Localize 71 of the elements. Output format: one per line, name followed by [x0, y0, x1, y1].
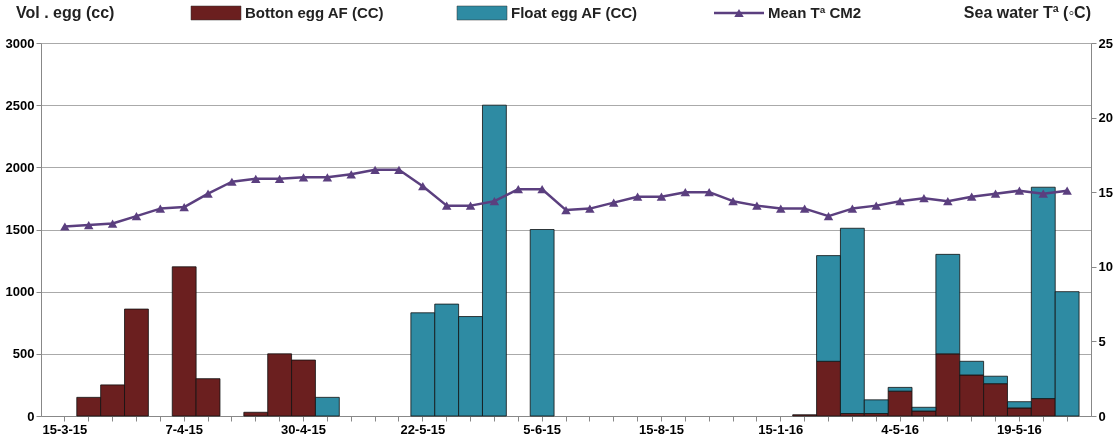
- y-tick-label: 2500: [5, 97, 35, 113]
- point: [752, 201, 762, 210]
- point: [203, 189, 213, 198]
- y-tick-label: 2000: [5, 159, 35, 175]
- point: [227, 177, 237, 186]
- bar: [529, 229, 555, 417]
- x-tick-label: 30-4-15: [281, 421, 326, 437]
- point: [179, 203, 189, 212]
- point: [1014, 186, 1025, 195]
- point: [537, 185, 547, 194]
- point: [990, 189, 1001, 198]
- point: [441, 201, 452, 210]
- point: [823, 211, 834, 221]
- point: [680, 188, 691, 197]
- y2-axis-title: Sea water Tª (◦C): [963, 4, 1091, 21]
- legend-label: Float egg AF (CC): [511, 4, 638, 21]
- y2-tick-label: 0: [1098, 408, 1106, 424]
- point: [608, 198, 619, 207]
- point: [1038, 189, 1049, 198]
- y2-tick-label: 5: [1098, 333, 1106, 349]
- point: [489, 197, 500, 206]
- point: [632, 192, 643, 201]
- x-tick-label: 5-6-15: [523, 421, 561, 437]
- point: [394, 165, 404, 174]
- point: [704, 188, 714, 197]
- x-tick-label: 4-5-16: [881, 421, 919, 437]
- point: [966, 192, 977, 201]
- x-tick-label: 7-4-15: [165, 421, 203, 437]
- point: [346, 170, 356, 179]
- point: [418, 182, 428, 191]
- point: [728, 197, 738, 206]
- y-tick-label: 1500: [5, 222, 35, 237]
- point: [60, 222, 70, 231]
- y2-tick-label: 10: [1098, 259, 1113, 275]
- legend-label: Mean Tª CM2: [768, 4, 862, 21]
- point: [274, 174, 285, 183]
- point: [370, 165, 380, 174]
- y2-tick-label: 15: [1098, 184, 1113, 200]
- point: [465, 201, 476, 210]
- point: [943, 197, 953, 206]
- point: [776, 204, 786, 213]
- y-tick-label: 0: [27, 408, 35, 424]
- x-tick-label: 19-5-16: [997, 421, 1042, 437]
- point: [298, 173, 309, 182]
- point: [585, 204, 595, 213]
- point: [83, 220, 94, 230]
- point: [919, 194, 929, 203]
- point: [799, 204, 810, 213]
- point: [107, 219, 118, 228]
- point: [561, 206, 571, 215]
- point: [895, 197, 905, 206]
- point: [871, 201, 881, 210]
- x-tick-label: 15-1-16: [758, 421, 804, 437]
- y2-tick-label: 25: [1098, 35, 1113, 51]
- y2-tick-label: 20: [1098, 110, 1113, 126]
- y-tick-label: 1000: [5, 284, 35, 300]
- point: [131, 211, 142, 221]
- point: [847, 204, 858, 213]
- point: [656, 192, 667, 201]
- point: [322, 173, 333, 182]
- point: [155, 204, 166, 213]
- point: [513, 185, 524, 194]
- x-tick-label: 22-5-15: [400, 421, 446, 437]
- legend-label: Botton egg AF (CC): [245, 4, 384, 21]
- x-tick-label: 15-8-15: [639, 421, 684, 437]
- point: [1062, 186, 1072, 195]
- y-axis-title: Vol . egg (cc): [16, 4, 115, 21]
- x-tick-label: 15-3-15: [42, 421, 88, 437]
- point: [251, 174, 261, 183]
- y-tick-label: 500: [12, 346, 35, 362]
- y-tick-label: 3000: [5, 35, 35, 51]
